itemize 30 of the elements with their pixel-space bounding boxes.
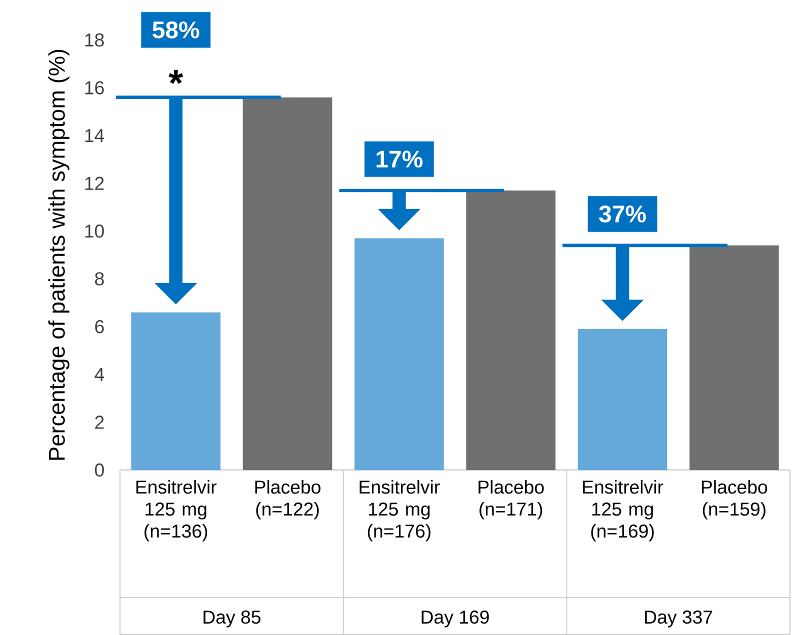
x-tick-label: Ensitrelvir 125 mg (n=136) xyxy=(136,480,216,542)
bar xyxy=(131,312,220,470)
x-tick-label: Placebo (n=122) xyxy=(255,480,320,520)
bar xyxy=(242,97,332,470)
y-tick-label: 12 xyxy=(85,176,104,190)
y-tick-label: 8 xyxy=(95,272,104,286)
y-tick-label: 10 xyxy=(85,224,104,238)
y-tick-label: 4 xyxy=(94,368,104,381)
y-tick-label: 16 xyxy=(85,81,104,94)
y-axis-title: Percentage of patients with symptom (%) xyxy=(48,50,70,460)
x-tick-label: Ensitrelvir 125 mg (n=169) xyxy=(583,480,664,542)
annotation: 37% xyxy=(599,205,646,223)
y-tick-label: 6 xyxy=(95,320,104,334)
x-tick-label: Placebo (n=159) xyxy=(702,480,768,520)
bar xyxy=(466,190,556,470)
text: Day 169 xyxy=(422,610,489,628)
y-tick-label: 2 xyxy=(95,416,104,429)
y-tick-label: 0 xyxy=(94,463,104,477)
text: Day 337 xyxy=(645,610,712,628)
annotation: * xyxy=(168,70,184,84)
annotation: 17% xyxy=(376,150,423,168)
bar xyxy=(354,238,444,470)
x-tick-label: Ensitrelvir 125 mg (n=176) xyxy=(360,480,440,542)
y-tick-label: 14 xyxy=(85,129,104,142)
bar xyxy=(578,329,668,470)
x-tick-label: Placebo (n=171) xyxy=(478,480,544,520)
bar xyxy=(689,245,779,470)
y-tick-label: 18 xyxy=(85,33,104,47)
text: 58% xyxy=(152,21,200,38)
text: Day 85 xyxy=(204,610,260,628)
